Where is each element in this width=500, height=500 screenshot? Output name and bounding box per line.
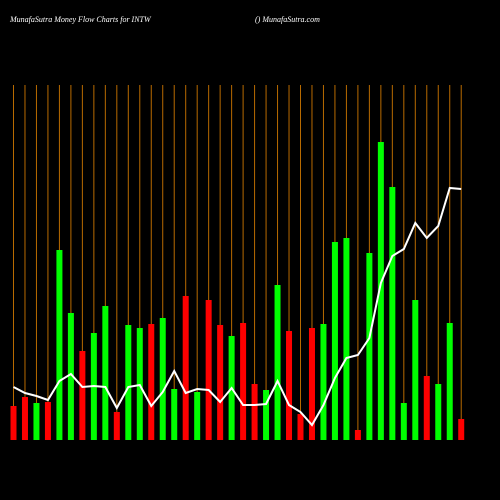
bar: [308, 328, 315, 440]
bar: [263, 390, 270, 440]
bar: [240, 323, 247, 440]
bar: [148, 324, 155, 440]
bar: [33, 403, 40, 440]
bar: [56, 250, 63, 440]
bar: [297, 414, 304, 440]
bar: [171, 389, 178, 440]
bar: [10, 406, 17, 440]
bar: [274, 285, 281, 440]
bar: [435, 384, 442, 440]
bar: [194, 392, 201, 440]
bar: [44, 402, 51, 440]
bar: [102, 306, 109, 440]
bar: [354, 430, 361, 440]
bar: [400, 403, 407, 440]
bar: [217, 325, 224, 440]
bar: [251, 384, 258, 440]
bar: [412, 300, 419, 440]
bar: [366, 253, 373, 440]
bar: [458, 419, 465, 440]
bar: [389, 187, 396, 440]
bar: [205, 300, 212, 440]
bar: [320, 324, 327, 440]
bar: [182, 296, 189, 440]
bar: [377, 142, 384, 440]
bar: [79, 351, 86, 440]
bar: [67, 313, 74, 440]
bar: [125, 325, 132, 440]
bar: [331, 242, 338, 440]
bar: [159, 318, 166, 440]
bar: [423, 376, 430, 440]
chart-title: MunafaSutra Money Flow Charts for INTW: [9, 15, 152, 24]
bar: [446, 323, 453, 440]
bar: [343, 238, 350, 440]
chart-subtitle: () MunafaSutra.com: [255, 15, 320, 24]
money-flow-line: [13, 186, 462, 427]
bar: [21, 397, 28, 440]
bar: [286, 331, 293, 440]
bar: [113, 412, 120, 440]
